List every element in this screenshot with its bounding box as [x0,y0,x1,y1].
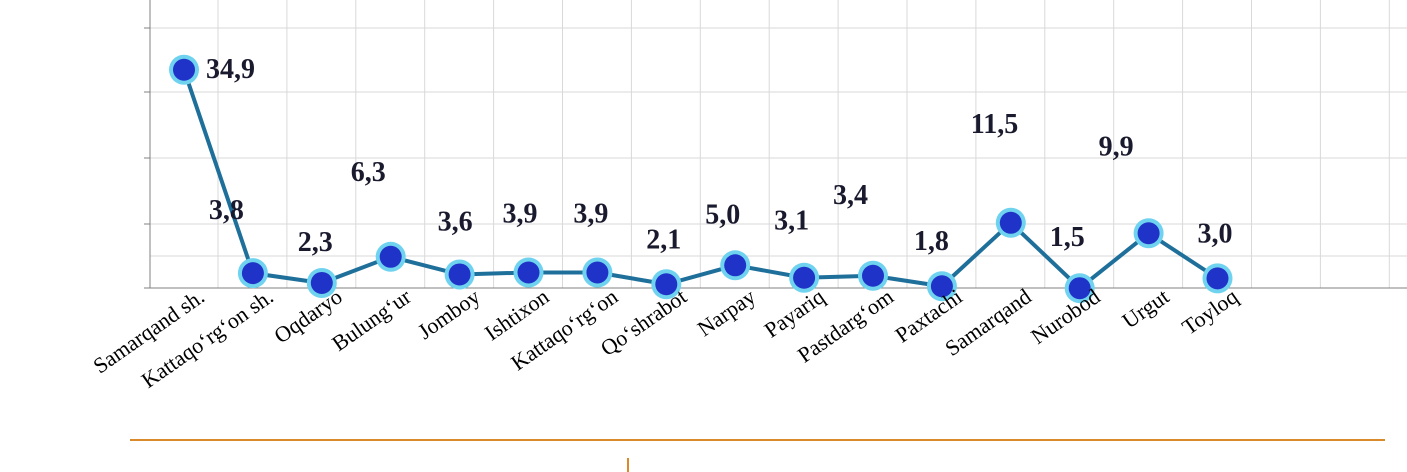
data-label-1: 3,8 [209,195,244,226]
data-label-9: 3,1 [774,206,809,237]
series-layer [182,69,1219,291]
data-point-15 [1206,267,1229,290]
data-point-11 [930,275,953,298]
category-label-13: Nurobod [1026,284,1104,349]
data-point-9 [793,266,816,289]
data-label-10: 3,4 [833,180,868,211]
data-label-14: 9,9 [1099,131,1134,162]
data-label-2: 2,3 [298,227,333,258]
category-label-8: Narpay [693,284,760,342]
data-label-12: 11,5 [971,109,1018,140]
data-label-3: 6,3 [351,157,386,188]
data-point-14 [1137,222,1160,245]
data-label-4: 3,6 [438,206,473,237]
series-line [182,69,1219,291]
data-point-6 [586,261,609,284]
data-point-13 [1068,277,1091,300]
data-point-8 [724,254,747,277]
data-point-4 [448,263,471,286]
data-point-2 [310,271,333,294]
category-label-4: Jomboy [413,284,484,344]
data-label-5: 3,9 [503,198,538,229]
data-label-7: 2,1 [646,224,681,255]
data-point-12 [999,211,1022,234]
category-label-14: Urgut [1117,284,1173,334]
grid-layer [150,0,1407,288]
data-point-10 [862,264,884,287]
category-label-15: Toyloq [1177,284,1242,340]
axis-layer [144,0,1407,289]
data-point-0 [173,58,195,81]
point-layer [169,54,1233,304]
data-point-3 [379,245,402,268]
data-label-0: 34,9 [206,54,255,85]
data-label-13: 1,5 [1050,222,1085,253]
data-point-1 [241,262,264,285]
data-point-7 [655,273,678,296]
data-label-6: 3,9 [573,198,608,229]
data-point-5 [517,261,540,284]
tick-layer: Samarqand sh.Kattaqo‘rg‘on sh.OqdaryoBul… [88,283,1242,393]
label-layer: 34,9 3,8 2,3 6,3 3,6 3,9 3,9 2,1 5,0 3,1 3,4 1,8 11,… [206,54,1233,258]
data-label-15: 3,0 [1198,218,1233,249]
data-label-11: 1,8 [914,226,949,257]
category-label-3: Bulung‘ur [327,283,416,356]
data-label-8: 5,0 [705,199,740,230]
